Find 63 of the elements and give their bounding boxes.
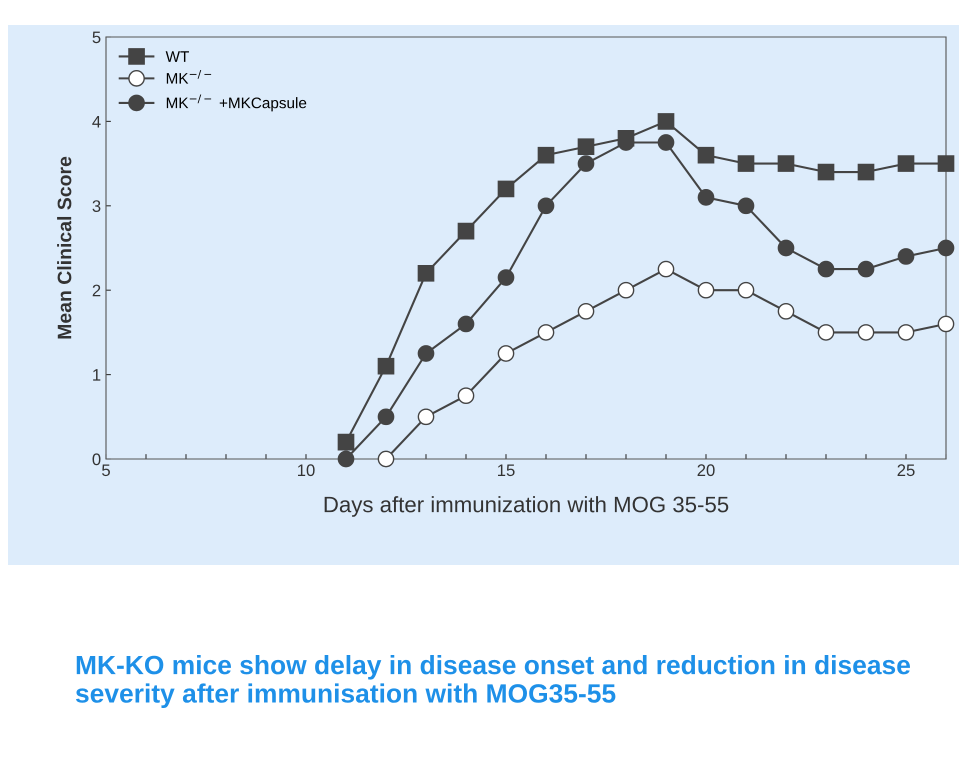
- point: [578, 155, 594, 172]
- point: [338, 434, 354, 450]
- point: [338, 450, 354, 468]
- point: [458, 316, 474, 332]
- point: [458, 222, 474, 240]
- point: [698, 282, 714, 299]
- point: [858, 324, 874, 341]
- point: [378, 450, 394, 468]
- text: MK-KO mice show delay in disease onset and reduction in disease severity after immunisation with MOG35-55: [76, 655, 910, 708]
- point: [658, 134, 674, 151]
- point: [578, 138, 594, 156]
- legend-label: MK$^{−/−}$ +MKCapsule: [166, 94, 306, 112]
- point: [618, 282, 634, 299]
- point: [578, 302, 594, 320]
- point: [538, 197, 554, 214]
- point: [498, 345, 514, 362]
- point: [538, 146, 554, 164]
- point: [938, 155, 954, 172]
- point: [378, 408, 394, 426]
- point: [738, 155, 754, 172]
- legend-label: MK$^{−/−}$: [166, 70, 212, 84]
- point: [418, 345, 434, 362]
- x-tick-label: 20: [698, 464, 715, 476]
- point: [778, 155, 794, 172]
- point: [658, 260, 674, 278]
- x-tick-label: 15: [498, 464, 515, 476]
- point: [898, 324, 914, 341]
- point: [938, 240, 954, 256]
- point: [658, 113, 674, 130]
- point: [938, 316, 954, 332]
- point: [858, 260, 874, 278]
- x-tick-label: 25: [898, 464, 915, 476]
- point: [898, 248, 914, 265]
- point: [818, 260, 834, 278]
- x-axis-title: Days after immunization with MOG 35-55: [324, 496, 728, 517]
- point: [498, 269, 514, 286]
- point: [778, 302, 794, 320]
- point: [818, 164, 834, 180]
- y-axis-title: Mean Clinical Score: [57, 156, 72, 339]
- point: [698, 146, 714, 164]
- point: [778, 240, 794, 256]
- point: [858, 164, 874, 180]
- y-tick-label: 4: [92, 116, 101, 128]
- y-tick-label: 2: [92, 284, 100, 296]
- y-tick-label: 5: [92, 32, 100, 44]
- y-tick-label: 3: [92, 200, 100, 212]
- x-tick-label: 10: [298, 464, 315, 476]
- point: [418, 264, 434, 282]
- point: [818, 324, 834, 341]
- x-tick-label: 5: [102, 464, 110, 476]
- point: [738, 282, 754, 299]
- point: [418, 408, 434, 426]
- point: [698, 189, 714, 206]
- point: [458, 387, 474, 404]
- point: [618, 130, 634, 147]
- point: [738, 197, 754, 214]
- point: [498, 180, 514, 198]
- legend-label: WT: [166, 51, 189, 62]
- point: [898, 155, 914, 172]
- point: [538, 324, 554, 341]
- y-tick-label: 0: [92, 453, 100, 466]
- y-tick-label: 1: [93, 369, 100, 381]
- point: [378, 358, 394, 374]
